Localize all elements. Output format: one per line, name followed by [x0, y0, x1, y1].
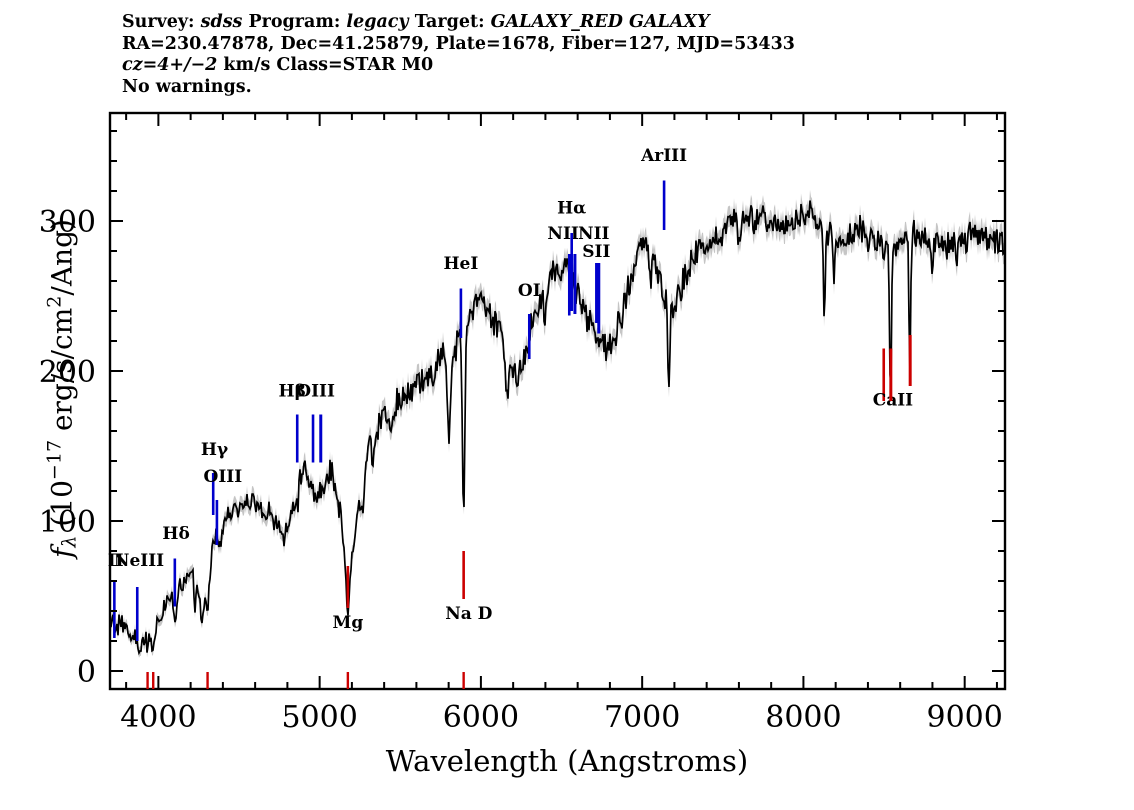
x-tick-5000: 5000 — [281, 700, 357, 735]
y-axis-units: erg/s/cm — [45, 307, 79, 440]
survey-value: sdss — [200, 12, 243, 32]
y-axis-sq: 2 — [43, 295, 66, 308]
line-label-Hγ: Hγ — [201, 440, 229, 460]
line-label-Hα: Hα — [557, 199, 586, 219]
line-label-OIII: OIII — [204, 467, 243, 487]
line-label-OIII: OIII — [296, 382, 335, 402]
line-label-II: II — [108, 551, 124, 571]
line-label-OI: OI — [518, 281, 541, 301]
survey-prefix: Survey: — [122, 12, 201, 32]
line-label-Na-D: Na D — [445, 604, 492, 624]
class-value: km/s Class=STAR M0 — [217, 55, 434, 75]
x-tick-8000: 8000 — [765, 700, 841, 735]
line-label-NeIII: NeIII — [114, 551, 164, 571]
axis-tick-labels: 4000 5000 6000 7000 8000 9000 0 100 200 300 — [39, 205, 1003, 735]
line-label-NII: NII — [547, 224, 578, 244]
y-tick-100: 100 — [39, 505, 96, 540]
x-tick-7000: 7000 — [604, 700, 680, 735]
line-label-Hβ: Hβ — [279, 382, 306, 402]
y-axis-tail: /Ang) — [45, 219, 79, 296]
x-tick-6000: 6000 — [443, 700, 519, 735]
header-line-redshift: cz=4+/−2 km/s Class=STAR M0 — [122, 55, 1022, 77]
line-label-Mg: Mg — [333, 613, 364, 633]
x-axis-title: Wavelength (Angstroms) — [385, 744, 749, 778]
line-label-CaII: CaII — [873, 391, 913, 411]
y-tick-300: 300 — [39, 205, 96, 240]
y-axis-title: fλ (10−17 erg/s/cm2/Ang) — [44, 159, 81, 619]
line-label-HeI: HeI — [443, 254, 478, 274]
x-tick-9000: 9000 — [927, 700, 1003, 735]
y-axis-open: (10 — [45, 480, 79, 536]
plot-axes — [108, 111, 1007, 691]
y-axis-exponent: −17 — [43, 439, 66, 481]
line-label-ArIII: ArIII — [640, 146, 687, 166]
line-label-SII: SII — [582, 242, 610, 262]
cz-value: cz=4+/−2 — [122, 55, 218, 75]
spectrum-header: Survey: sdss Program: legacy Target: GAL… — [122, 12, 1022, 98]
target-value: GALAXY_RED GALAXY — [490, 12, 710, 32]
line-label-Hδ: Hδ — [162, 524, 189, 544]
y-tick-0: 0 — [77, 655, 96, 690]
line-label-NII: NII — [578, 224, 609, 244]
program-value: legacy — [346, 12, 409, 32]
program-prefix: Program: — [242, 12, 347, 32]
flux-curve — [109, 200, 1006, 656]
header-line-warnings: No warnings. — [122, 76, 252, 97]
y-axis-f: f — [45, 547, 79, 558]
flux-error-band — [110, 190, 1005, 658]
header-line-survey: Survey: sdss Program: legacy Target: GAL… — [122, 12, 1022, 34]
y-tick-200: 200 — [39, 355, 96, 390]
target-prefix: Target: — [408, 12, 491, 32]
header-line-coords: RA=230.47878, Dec=41.25879, Plate=1678, … — [122, 33, 795, 54]
y-axis-lambda: λ — [58, 535, 81, 548]
x-tick-4000: 4000 — [120, 700, 196, 735]
